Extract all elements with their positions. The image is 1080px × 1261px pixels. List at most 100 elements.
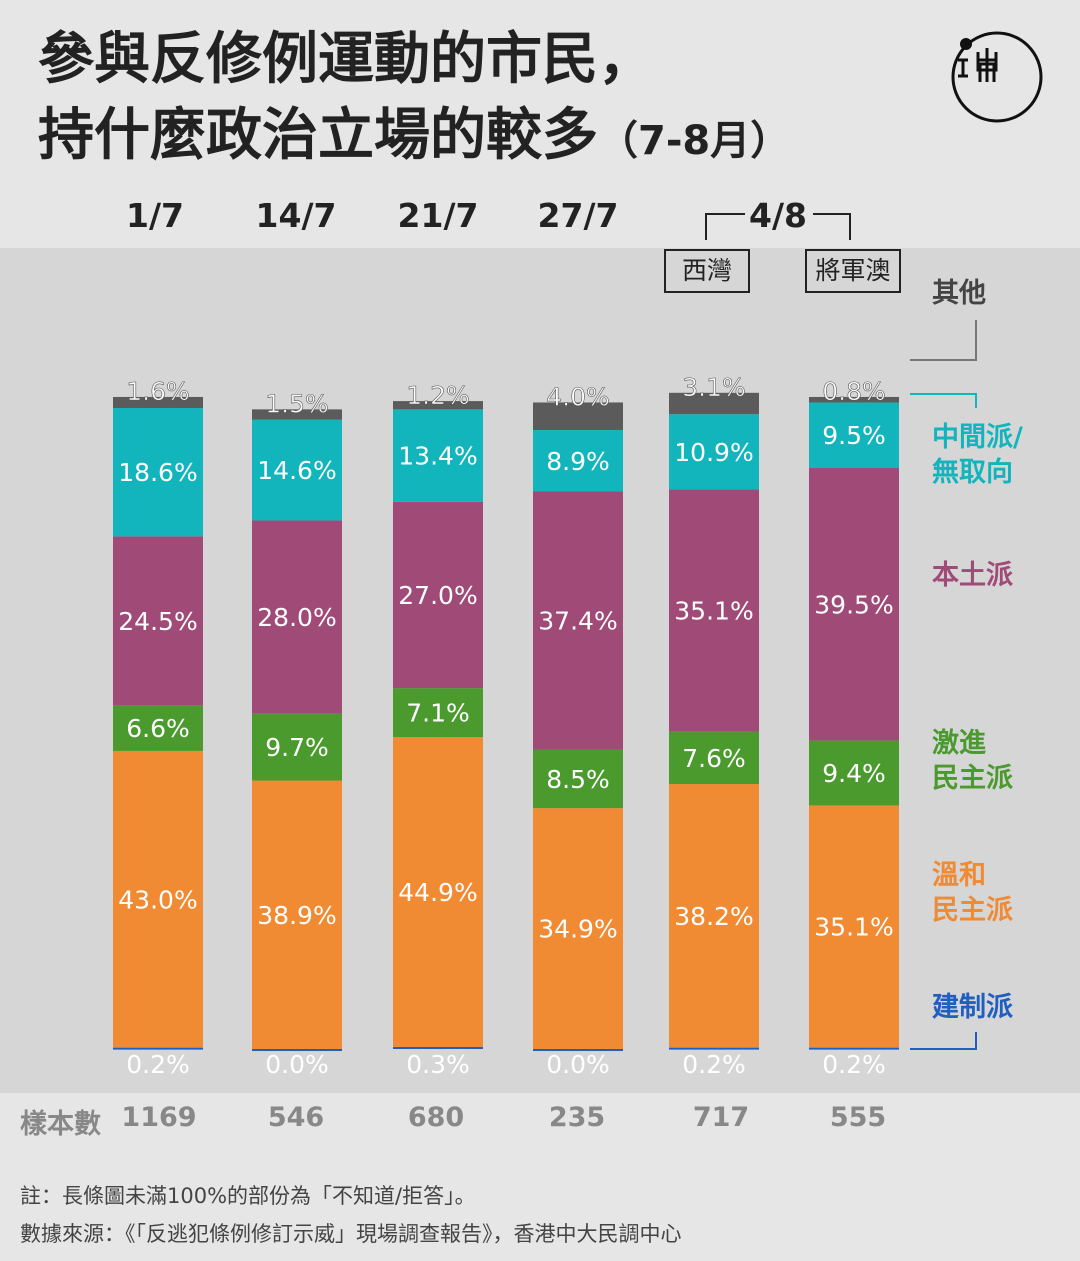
legend-connector-establishment (910, 1032, 977, 1050)
bar-centrist-2 (252, 419, 342, 521)
bar-localist-1 (113, 536, 203, 706)
legend-centrist-line2: 無取向 (932, 457, 1013, 488)
bar-localist-2 (252, 520, 342, 714)
legend-moderate: 溫和 民主派 (932, 858, 1013, 928)
sample-size-6: 555 (829, 1102, 887, 1133)
bar-radical-3 (393, 688, 483, 738)
label-radical-2: 9.7% (265, 733, 329, 762)
label-establishment-5: 0.2% (682, 1050, 746, 1079)
legend-centrist-line1: 中間派/ (932, 422, 1023, 453)
sample-size-1: 1169 (121, 1102, 197, 1133)
label-centrist-4: 8.9% (546, 447, 610, 476)
label-centrist-2: 14.6% (257, 456, 336, 485)
date-label-1: 1/7 (126, 196, 184, 235)
initium-logo-icon (951, 31, 1043, 123)
bar-other-4 (533, 402, 623, 431)
label-moderate-1: 43.0% (118, 885, 197, 914)
bar-localist-6 (809, 468, 899, 741)
label-centrist-1: 18.6% (118, 458, 197, 487)
label-moderate-5: 38.2% (674, 902, 753, 931)
bar-centrist-6 (809, 402, 899, 469)
label-radical-6: 9.4% (822, 759, 886, 788)
label-moderate-6: 35.1% (814, 913, 893, 942)
label-radical-4: 8.5% (546, 765, 610, 794)
chart-title: 參與反修例運動的市民， 持什麼政治立場的較多（7-8月） (38, 22, 790, 179)
sample-size-label: 樣本數 (20, 1109, 101, 1140)
bar-establishment-1 (113, 1047, 203, 1050)
sample-size-3: 680 (407, 1102, 465, 1133)
bar-localist-5 (669, 489, 759, 732)
label-localist-5: 35.1% (674, 597, 753, 626)
bar-moderate-2 (252, 780, 342, 1049)
bar-other-1 (113, 396, 203, 408)
bar-moderate-3 (393, 737, 483, 1047)
bar-establishment-2 (252, 1049, 342, 1051)
label-localist-6: 39.5% (814, 590, 893, 619)
bar-other-3 (393, 401, 483, 410)
title-line-1: 參與反修例運動的市民， (38, 27, 654, 92)
bar-other-6 (809, 396, 899, 403)
legend-centrist: 中間派/ 無取向 (932, 420, 1023, 490)
bar-establishment-6 (809, 1047, 899, 1050)
label-other-3: 1.2% (406, 381, 470, 410)
date-group-bracket (705, 213, 851, 240)
bar-moderate-6 (809, 805, 899, 1048)
label-establishment-2: 0.0% (265, 1050, 329, 1079)
label-centrist-6: 9.5% (822, 421, 886, 450)
sample-size-4: 235 (548, 1102, 606, 1133)
label-establishment-6: 0.2% (822, 1050, 886, 1079)
label-other-2: 1.5% (265, 389, 329, 418)
legend-connectors (910, 320, 977, 1050)
label-establishment-1: 0.2% (126, 1050, 190, 1079)
legend-other: 其他 (932, 278, 986, 309)
label-localist-4: 37.4% (538, 607, 617, 636)
legend-connector-centrist (910, 393, 977, 408)
bar-other-2 (252, 409, 342, 420)
bar-centrist-1 (113, 407, 203, 537)
bar-centrist-5 (669, 414, 759, 490)
label-other-1: 1.6% (126, 377, 190, 406)
bar-radical-1 (113, 705, 203, 751)
label-establishment-4: 0.0% (546, 1050, 610, 1079)
location-box-tseung-kwan-o: 將軍澳 (805, 249, 901, 293)
legend-connector-other (910, 320, 977, 361)
sample-size-5: 717 (692, 1102, 750, 1133)
bar-radical-5 (669, 731, 759, 785)
label-radical-1: 6.6% (126, 714, 190, 743)
legend-moderate-line1: 溫和 (932, 860, 986, 891)
bar-establishment-4 (533, 1049, 623, 1051)
bar-establishment-3 (393, 1046, 483, 1049)
label-localist-3: 27.0% (398, 581, 477, 610)
legend-establishment: 建制派 (932, 992, 1013, 1023)
bar-moderate-4 (533, 808, 623, 1049)
label-localist-2: 28.0% (257, 603, 336, 632)
bar-moderate-5 (669, 784, 759, 1048)
label-other-6: 0.8% (822, 377, 886, 406)
label-localist-1: 24.5% (118, 607, 197, 636)
legend-radical: 激進 民主派 (932, 726, 1013, 796)
legend-localist: 本土派 (932, 560, 1013, 591)
label-other-4: 4.0% (546, 382, 610, 411)
bar-radical-4 (533, 749, 623, 809)
label-centrist-3: 13.4% (398, 442, 477, 471)
label-moderate-3: 44.9% (398, 878, 477, 907)
bar-moderate-1 (113, 750, 203, 1048)
footnote-note: 註：長條圖未滿100%的部份為「不知道/拒答」。 (20, 1184, 476, 1208)
bar-centrist-3 (393, 409, 483, 502)
title-line-2: 持什麼政治立場的較多 (38, 103, 598, 168)
date-label-2: 14/7 (255, 196, 337, 235)
label-radical-3: 7.1% (406, 699, 470, 728)
date-label-3: 21/7 (397, 196, 479, 235)
bar-radical-6 (809, 740, 899, 806)
label-moderate-2: 38.9% (257, 901, 336, 930)
legend-radical-line2: 民主派 (932, 763, 1013, 794)
location-box-sai-wan: 西灣 (664, 249, 750, 293)
sample-size-2: 546 (267, 1102, 325, 1133)
legend-moderate-line2: 民主派 (932, 895, 1013, 926)
date-label-group: 4/8 (749, 196, 807, 235)
date-label-4: 27/7 (537, 196, 619, 235)
bar-radical-2 (252, 713, 342, 781)
label-other-5: 3.1% (682, 373, 746, 402)
label-establishment-3: 0.3% (406, 1050, 470, 1079)
